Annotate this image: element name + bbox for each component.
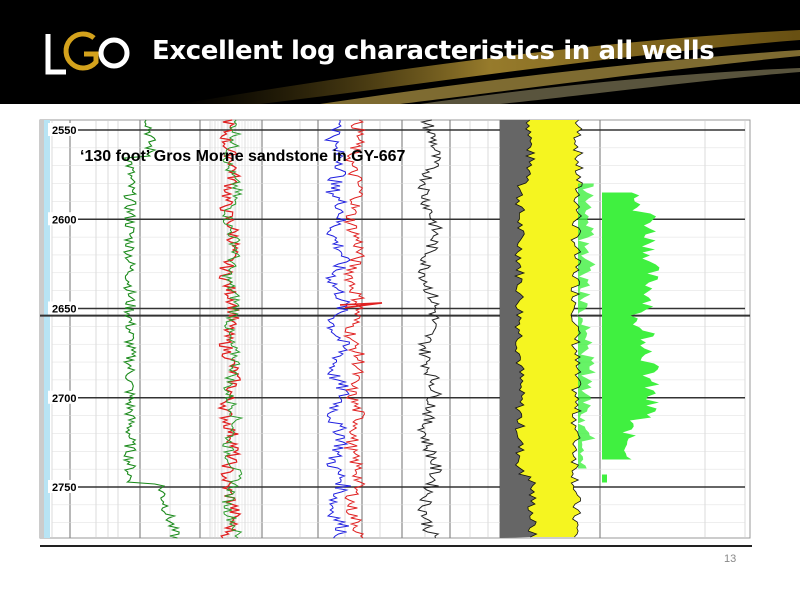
depth-tick-bg-0: [48, 123, 78, 136]
sand-curve: [570, 119, 584, 538]
sand-fill: [515, 120, 583, 537]
shale-curve: [514, 119, 538, 538]
log-curves: [122, 119, 584, 539]
lith-porosity-fill: [577, 183, 596, 469]
depth-track-fill: [44, 120, 50, 538]
footer-rule: [40, 545, 752, 547]
gamma-ray-curve: [122, 119, 181, 539]
depth-tick-bg-4: [48, 480, 78, 493]
net-pay-fill: [602, 192, 660, 460]
depth-ticks: 2550 2600 2650 2700 2750: [48, 123, 78, 494]
neutron-kick: [339, 302, 383, 309]
well-log-chart: 2550 2600 2650 2700 2750: [39, 119, 751, 539]
depth-track-edge: [40, 120, 45, 538]
shale-fill: [500, 120, 537, 538]
depth-tick-label: 2750: [52, 482, 76, 494]
depth-tick-bg-3: [48, 390, 78, 404]
density-curve: [416, 119, 444, 539]
page-number: 13: [724, 553, 737, 565]
log-panel-frame: [39, 119, 751, 539]
depth-tick-bg-1: [48, 212, 78, 226]
net-pay-tail: [602, 474, 607, 483]
depth-tick-label: 2600: [52, 214, 76, 226]
slide-title: Excellent log characteristics in all wel…: [152, 36, 715, 66]
log-panel: [39, 119, 751, 539]
neutron-red-curve: [342, 119, 366, 539]
log-caption: ‘130 foot’ Gros Morne sandstone in GY-66…: [80, 148, 406, 165]
header-swoosh: [180, 30, 800, 104]
slide-header: Excellent log characteristics in all wel…: [0, 0, 800, 104]
depth-tick-label: 2650: [52, 304, 76, 316]
depth-tick-label: 2550: [52, 125, 76, 137]
depth-tick-bg-2: [48, 301, 78, 315]
lgo-logo: [45, 31, 130, 75]
neutron-blue-curve: [323, 119, 352, 539]
resistivity-green-curve: [221, 119, 244, 539]
depth-tick-label: 2700: [52, 393, 76, 405]
